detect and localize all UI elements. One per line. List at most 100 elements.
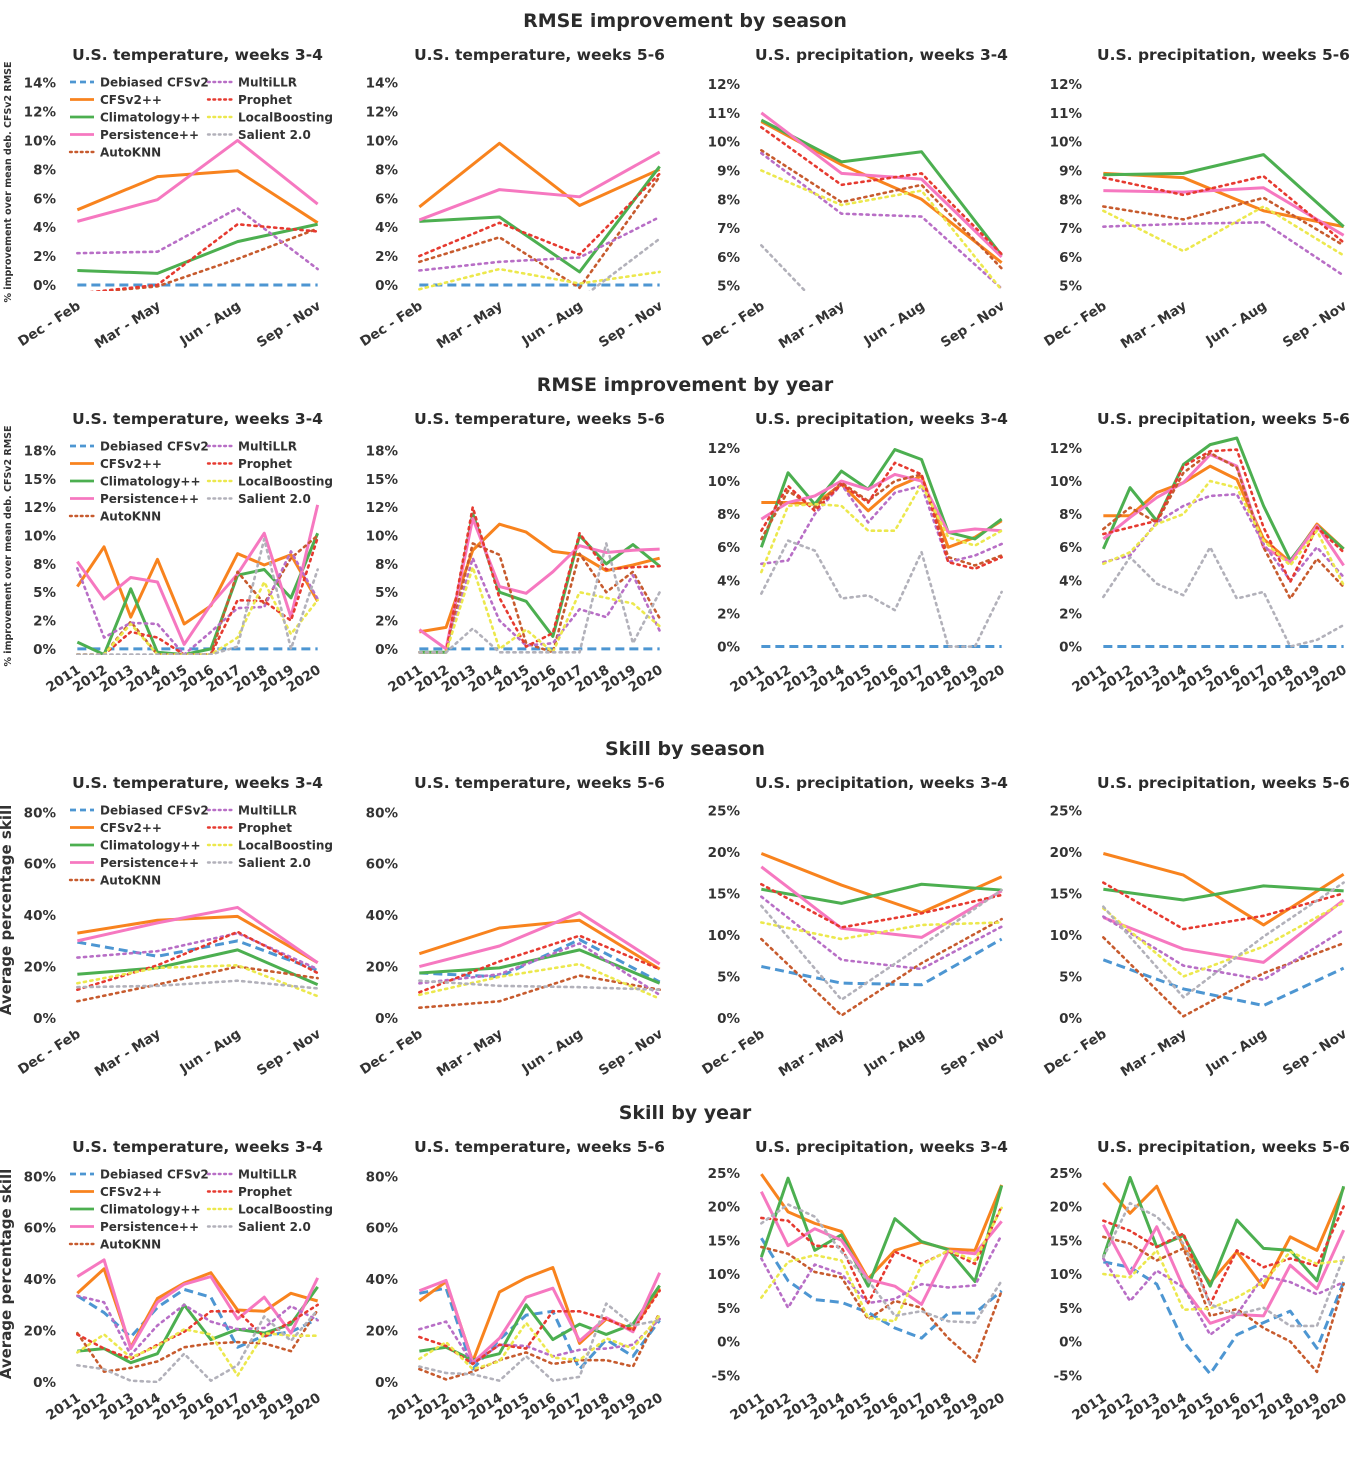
series-line-climatology- <box>759 448 1003 548</box>
y-tick-label: 2% <box>717 606 740 622</box>
y-tick-label: 4% <box>33 220 56 236</box>
y-tick-label: 4% <box>717 573 740 589</box>
y-tick-label: 60% <box>366 1221 399 1237</box>
y-tick-label: 2% <box>33 249 56 265</box>
series-line-prophet <box>89 222 319 291</box>
series-line-prophet <box>1102 448 1345 584</box>
chart-canvas: U.S. temperature, weeks 3-4 0% 20% 40% 60% 80… <box>0 774 333 1080</box>
y-tick-label: 12% <box>24 105 57 121</box>
series-line-climatology- <box>76 532 320 655</box>
series-line-localboosting <box>76 963 319 998</box>
series-line-cfsv2- <box>77 914 319 965</box>
series-line-prophet <box>1102 174 1345 244</box>
y-tick-label: 8% <box>717 192 740 208</box>
series-group <box>76 504 320 655</box>
series-line-multillr <box>1102 221 1345 277</box>
series-group <box>759 448 1003 649</box>
y-axis-label: Average percentage skill <box>0 1169 15 1379</box>
series-line-prophet <box>418 172 661 258</box>
series-group <box>759 1173 1004 1364</box>
series-group <box>76 138 319 291</box>
y-tick-label: 8% <box>717 507 740 523</box>
legend-label: Salient 2.0 <box>238 128 311 142</box>
y-tick-label: 20% <box>1050 845 1083 861</box>
y-tick-label: 8% <box>375 557 398 573</box>
y-tick-label: 9% <box>717 163 740 179</box>
x-tick-label: Jun - Aug <box>176 298 243 350</box>
y-tick-label: 20% <box>24 1324 57 1340</box>
y-tick-label: 7% <box>1059 221 1082 237</box>
x-tick-label: Dec - Feb <box>15 1026 83 1078</box>
chart-canvas: U.S. precipitation, weeks 3-4 0% 5% 10% 15% 2… <box>699 774 1008 1080</box>
series-line-climatology- <box>419 1284 661 1362</box>
y-tick-label: 15% <box>1050 1233 1083 1249</box>
series-line-cfsv2- <box>1103 171 1344 229</box>
series-line-multillr <box>76 931 319 971</box>
y-tick-label: 5% <box>33 585 56 601</box>
x-tick-label: Jun - Aug <box>518 1026 585 1078</box>
legend-label: AutoKNN <box>100 874 161 888</box>
chart-panel: U.S. precipitation, weeks 5-6 5% 6% 7% 8% 9% 1… <box>1026 36 1368 366</box>
y-tick-label: 15% <box>24 472 57 488</box>
series-line-multillr <box>76 1294 319 1357</box>
chart-canvas: U.S. temperature, weeks 5-6 0% 20% 40% 60% 80… <box>366 1138 666 1424</box>
x-tick-label: Jun - Aug <box>860 298 927 350</box>
y-tick-label: 10% <box>1050 1267 1083 1283</box>
chart-panel: U.S. precipitation, weeks 3-4 -5% 0% 5% 10% 1… <box>684 1128 1026 1458</box>
series-line-salient-2-0 <box>1102 1201 1345 1328</box>
x-tick-label: Dec - Feb <box>357 298 425 350</box>
y-tick-label: 80% <box>366 805 399 821</box>
y-tick-label: 15% <box>708 1233 741 1249</box>
x-tick-label: Mar - May <box>434 1026 506 1080</box>
y-tick-label: 8% <box>1059 192 1082 208</box>
y-tick-label: 12% <box>24 500 57 516</box>
y-tick-label: 10% <box>366 529 399 545</box>
legend-label: Salient 2.0 <box>238 492 311 506</box>
x-tick-label: Dec - Feb <box>699 298 767 350</box>
chart-title: U.S. temperature, weeks 3-4 <box>72 46 323 64</box>
legend-label: CFSv2++ <box>100 93 162 107</box>
x-tick-label: Sep - Nov <box>938 298 1008 351</box>
y-tick-label: 5% <box>1059 1301 1082 1317</box>
y-tick-label: 0% <box>375 642 398 658</box>
y-tick-label: 80% <box>24 805 57 821</box>
chart-canvas: U.S. precipitation, weeks 5-6 0% 5% 10% 15% 2… <box>1041 774 1350 1080</box>
series-group <box>418 1266 662 1383</box>
series-line-salient-2-0 <box>418 542 661 654</box>
series-line-autoknn <box>760 917 1003 1017</box>
chart-panel: U.S. temperature, weeks 3-4 0% 2% 5% 8% 10% 12… <box>0 400 342 730</box>
series-line-autoknn <box>76 534 319 655</box>
series-line-autoknn <box>76 1308 319 1374</box>
series-group <box>760 852 1003 1017</box>
chart-panel: U.S. temperature, weeks 5-6 0% 2% 5% 8% 10% 12… <box>342 400 684 730</box>
legend-label: Persistence++ <box>100 128 199 142</box>
chart-title: U.S. temperature, weeks 3-4 <box>72 410 323 428</box>
chart-panel: U.S. temperature, weeks 3-4 0% 20% 40% 60% 80… <box>0 764 342 1094</box>
legend-label: Prophet <box>238 457 292 471</box>
series-line-prophet <box>760 882 1003 929</box>
chart-title: U.S. temperature, weeks 5-6 <box>414 774 665 792</box>
y-tick-label: 20% <box>366 1324 399 1340</box>
series-line-cfsv2- <box>419 522 661 634</box>
legend-label: MultiLLR <box>238 804 297 818</box>
chart-title: U.S. precipitation, weeks 3-4 <box>755 46 1008 64</box>
section-skill-by-season: Skill by season U.S. temperature, weeks … <box>0 734 1370 1094</box>
x-tick-label: Jun - Aug <box>1202 1026 1269 1078</box>
series-line-autoknn <box>1102 1235 1345 1374</box>
y-tick-label: 40% <box>366 908 399 924</box>
section-title: RMSE improvement by year <box>536 374 834 396</box>
series-line-persistence- <box>760 472 1002 534</box>
y-tick-label: 25% <box>708 803 741 819</box>
chart-canvas: U.S. temperature, weeks 5-6 0% 2% 4% 6% 8% 10%… <box>357 46 666 352</box>
y-tick-label: 10% <box>366 133 399 149</box>
panel-row: U.S. temperature, weeks 3-4 0% 2% 5% 8% 10% 12… <box>0 400 1370 730</box>
series-line-climatology- <box>419 948 661 985</box>
legend-label: Persistence++ <box>100 856 199 870</box>
series-line-persistence- <box>1103 186 1345 237</box>
legend-label: Debiased CFSv2 <box>100 440 209 454</box>
legend-label: Prophet <box>238 1185 292 1199</box>
y-tick-label: 5% <box>717 1301 740 1317</box>
y-tick-label: 6% <box>717 250 740 266</box>
legend-label: Prophet <box>238 93 292 107</box>
series-line-multillr <box>1102 915 1345 982</box>
